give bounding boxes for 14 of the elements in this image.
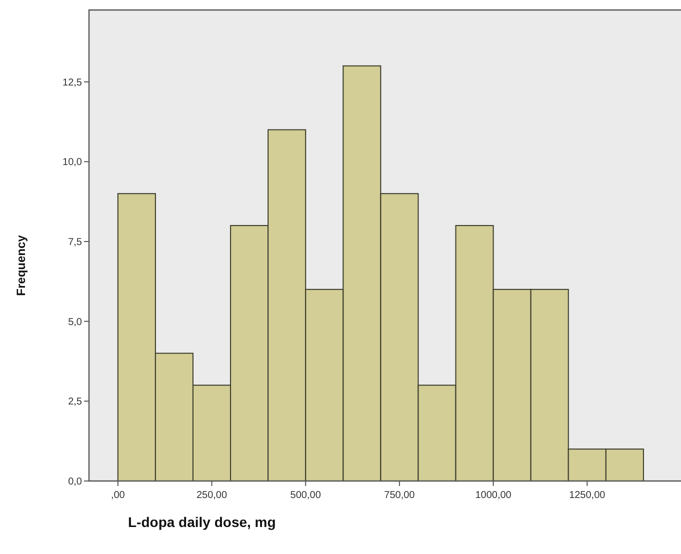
x-tick-label: ,00: [110, 490, 126, 501]
y-axis-title: Frequency: [14, 234, 28, 296]
x-tick-label: 500,00: [290, 490, 322, 501]
x-tick-label: 1000,00: [475, 490, 512, 501]
x-tick-label: 1250,00: [569, 490, 606, 501]
y-tick-label: 12,5: [62, 77, 82, 88]
y-tick-label: 2,5: [68, 396, 82, 408]
y-tick-label: 10,0: [62, 157, 82, 168]
x-axis-title: L-dopa daily dose, mg: [128, 514, 276, 530]
y-tick-label: 5,0: [68, 316, 82, 328]
x-tick-label: 750,00: [384, 490, 416, 501]
y-tick-label: 0,0: [68, 476, 82, 488]
x-tick-label: 250,00: [196, 490, 228, 501]
y-tick-label: 7,5: [68, 237, 82, 248]
